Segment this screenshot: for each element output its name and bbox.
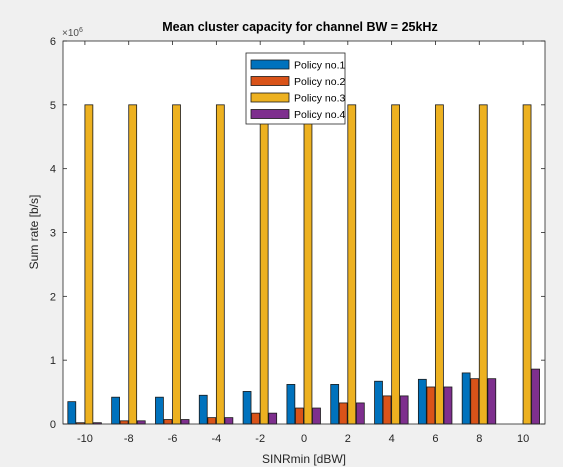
bar-3--10 [84,104,94,425]
bar-1--4 [198,394,208,425]
bar-2-0 [295,407,304,425]
bar-1--6 [155,396,164,425]
legend-swatch-3 [250,92,290,103]
x-tick-label: 10 [517,433,529,445]
legend-label-3: Policy no.3 [294,93,346,105]
bar-3--6 [172,104,181,425]
x-tick-label: -6 [168,433,178,445]
y-tick-label: 6 [50,36,56,48]
bar-3-4 [391,104,400,425]
bar-2--8 [119,420,129,425]
bar-2--2 [251,412,260,425]
bar-1--10 [67,401,77,425]
bar-2-4 [382,395,392,425]
x-tick-label: 4 [389,433,395,445]
plot-box [62,40,546,425]
bar-2-6 [426,386,436,425]
bar-1-6 [417,378,427,425]
bar-2-8 [470,378,480,425]
x-tick-label: 2 [345,433,351,445]
bar-4-6 [443,386,453,425]
bar-1--8 [111,396,120,425]
bar-3-6 [435,104,444,425]
bar-2-2 [338,402,348,425]
legend: Policy no.1 Policy no.2 Policy no.3 Policy … [245,52,346,125]
legend-label-1: Policy no.1 [294,60,346,72]
legend-swatch-2 [250,76,290,86]
legend-label-2: Policy no.2 [294,76,346,88]
bar-4--2 [268,412,278,425]
bar-4-2 [355,402,365,425]
x-tick-label: 8 [476,433,482,445]
legend-swatch-1 [250,59,290,70]
y-axis-exponent-power: 6 [79,27,83,34]
bar-3-10 [522,104,532,425]
y-axis-exponent-base: ×10 [62,28,79,39]
x-tick-label: 6 [432,433,438,445]
bar-3-2 [347,104,357,425]
y-tick-label: 0 [50,419,56,431]
bar-1-4 [374,380,383,425]
x-tick-label: -8 [124,433,134,445]
y-tick-label: 1 [50,355,56,367]
bar-4-8 [487,378,497,425]
y-tick-label: 2 [50,291,56,303]
bar-1-2 [330,384,340,425]
bar-2--6 [163,419,173,425]
bar-3--4 [215,104,225,425]
y-tick-label: 4 [50,164,56,176]
bar-1-8 [461,372,471,425]
y-tick-label: 3 [50,228,56,240]
legend-swatch-4 [250,109,290,119]
bar-1--2 [242,391,252,425]
y-tick-label: 5 [50,100,56,112]
bar-3--8 [128,104,138,425]
axes-layer: -10 -8 -6 -4 -2 0 2 4 6 8 10 0 1 2 3 4 5 6 [50,36,545,445]
bar-1-0 [286,384,296,425]
bar-4--4 [224,417,234,425]
x-tick-label: -4 [211,433,221,445]
x-tick-label: -2 [255,433,265,445]
bar-4-10 [531,368,540,425]
chart-title: Mean cluster capacity for channel BW = 2… [162,20,437,34]
bar-3-0 [303,104,313,425]
bar-4-4 [399,395,409,425]
bar-4-0 [312,407,321,425]
x-tick-label: -10 [77,433,93,445]
bar-4--6 [180,419,190,425]
y-axis-exponent: ×106 [62,27,83,39]
y-axis-label: Sum rate [b/s] [27,195,41,270]
x-tick-label: 0 [301,433,307,445]
bar-3--2 [259,104,269,425]
legend-label-4: Policy no.4 [294,109,346,121]
bar-4--8 [136,420,146,425]
bar-3-8 [478,104,488,425]
x-axis-label: SINRmin [dBW] [262,452,346,466]
bar-2--4 [207,417,217,425]
